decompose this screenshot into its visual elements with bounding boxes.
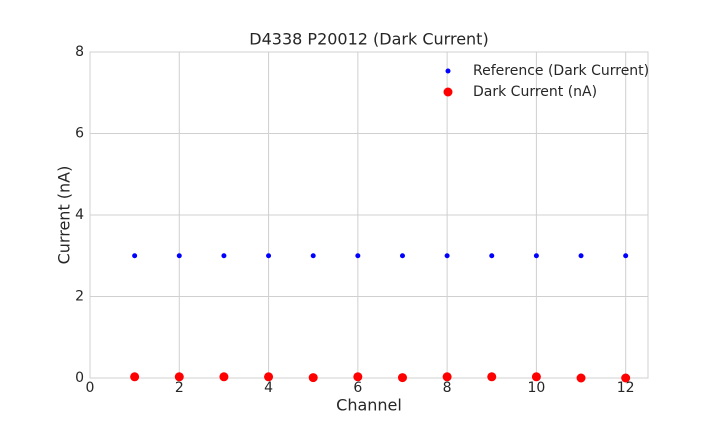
y-tick-label: 4 bbox=[75, 207, 84, 223]
x-tick-label: 0 bbox=[86, 380, 95, 396]
point bbox=[621, 373, 631, 383]
point bbox=[442, 372, 452, 382]
legend-marker bbox=[443, 87, 453, 97]
point bbox=[355, 253, 361, 259]
point bbox=[221, 253, 227, 259]
point bbox=[578, 253, 584, 259]
x-tick-label: 6 bbox=[353, 380, 362, 396]
x-axis-label: Channel bbox=[336, 396, 402, 415]
x-tick-label: 8 bbox=[443, 380, 452, 396]
point bbox=[308, 373, 318, 383]
x-tick-label: 2 bbox=[175, 380, 184, 396]
y-axis-label: Current (nA) bbox=[55, 166, 74, 265]
point bbox=[176, 253, 182, 259]
point bbox=[266, 253, 272, 259]
point bbox=[489, 253, 495, 259]
x-tick-label: 4 bbox=[264, 380, 273, 396]
point bbox=[623, 253, 629, 259]
point bbox=[399, 253, 405, 259]
legend-label: Dark Current (nA) bbox=[473, 84, 597, 100]
y-tick-label: 6 bbox=[75, 126, 84, 142]
point bbox=[353, 372, 363, 382]
point bbox=[310, 253, 316, 259]
legend-label: Reference (Dark Current) bbox=[473, 63, 649, 79]
x-tick-label: 12 bbox=[617, 380, 635, 396]
chart-title: D4338 P20012 (Dark Current) bbox=[249, 30, 488, 49]
point bbox=[487, 372, 497, 382]
point bbox=[219, 372, 229, 382]
point bbox=[130, 372, 140, 382]
point bbox=[264, 372, 274, 382]
point bbox=[444, 253, 450, 259]
point bbox=[174, 372, 184, 382]
plot-frame bbox=[89, 51, 649, 379]
x-tick-label: 10 bbox=[527, 380, 545, 396]
point bbox=[132, 253, 138, 259]
y-tick-label: 0 bbox=[75, 370, 84, 386]
point bbox=[397, 373, 407, 383]
y-tick-label: 8 bbox=[75, 44, 84, 60]
point bbox=[576, 373, 586, 383]
legend-marker bbox=[445, 68, 451, 74]
point bbox=[533, 253, 539, 259]
point bbox=[531, 372, 541, 382]
y-tick-label: 2 bbox=[75, 289, 84, 305]
